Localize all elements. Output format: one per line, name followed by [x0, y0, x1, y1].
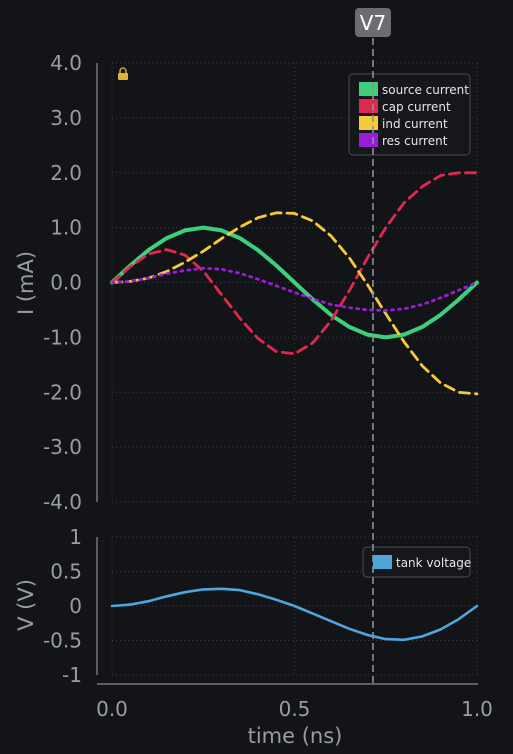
top-legend-box[interactable] — [348, 73, 471, 156]
cursor-label: V7 — [360, 11, 386, 35]
top-y-tick-label: 1.0 — [50, 216, 82, 240]
legend-swatch-res-current — [359, 133, 378, 147]
top-y-tick-label: 0.0 — [50, 271, 82, 295]
x-axis-label: time (ns) — [248, 724, 343, 748]
bottom-legend-box[interactable] — [362, 546, 471, 578]
x-tick-label: 0.0 — [96, 697, 128, 721]
bottom-y-axis-label: V (V) — [14, 579, 38, 631]
legend-swatch-cap-current — [359, 99, 378, 113]
top-y-tick-label: 3.0 — [50, 106, 82, 130]
series-source-current — [110, 225, 479, 340]
series-res-current — [110, 266, 479, 312]
top-y-tick-label: -3.0 — [43, 435, 82, 459]
top-y-tick-label: -4.0 — [43, 490, 82, 514]
legend-swatch-ind-current — [359, 116, 378, 130]
top-y-tick-label: 2.0 — [50, 161, 82, 185]
cursor-label-box[interactable] — [354, 8, 391, 37]
bottom-y-tick-label: 1 — [69, 525, 82, 549]
top-y-axis-label: I (mA) — [14, 251, 38, 315]
bottom-y-tick-label: 0 — [69, 594, 82, 618]
legend-label-source-current: source current — [382, 83, 469, 97]
top-y-tick-label: -2.0 — [43, 380, 82, 404]
x-tick-label: 0.5 — [279, 697, 311, 721]
series-layer — [110, 171, 479, 642]
legend-label-tank-voltage: tank voltage — [396, 556, 471, 570]
legend-label-ind-current: ind current — [382, 117, 448, 131]
series-ind-current — [110, 211, 479, 396]
axes: 4.0 3.0 2.0 1.0 0.0 -1.0 -2.0 -3.0 -4.0 1 0.5 0 -0.5… — [43, 51, 493, 721]
bottom-y-tick-label: 0.5 — [50, 560, 82, 584]
series-tank-voltage — [110, 587, 479, 642]
cursor-layer[interactable]: V7 — [354, 8, 391, 684]
series-cap-current — [110, 171, 479, 356]
legend-swatch-tank-voltage — [373, 555, 392, 569]
top-y-tick-label: 4.0 — [50, 51, 82, 75]
top-y-tick-label: -1.0 — [43, 325, 82, 349]
legend-layer[interactable]: source current cap current ind current res … — [348, 73, 471, 578]
lock-icon[interactable] — [118, 67, 128, 80]
legend-swatch-source-current — [359, 82, 378, 96]
legend-label-cap-current: cap current — [382, 100, 451, 114]
legend-label-res-current: res current — [382, 134, 448, 148]
bottom-y-tick-label: -0.5 — [43, 629, 82, 653]
x-tick-label: 1.0 — [461, 697, 493, 721]
bottom-y-tick-label: -1 — [62, 663, 82, 687]
